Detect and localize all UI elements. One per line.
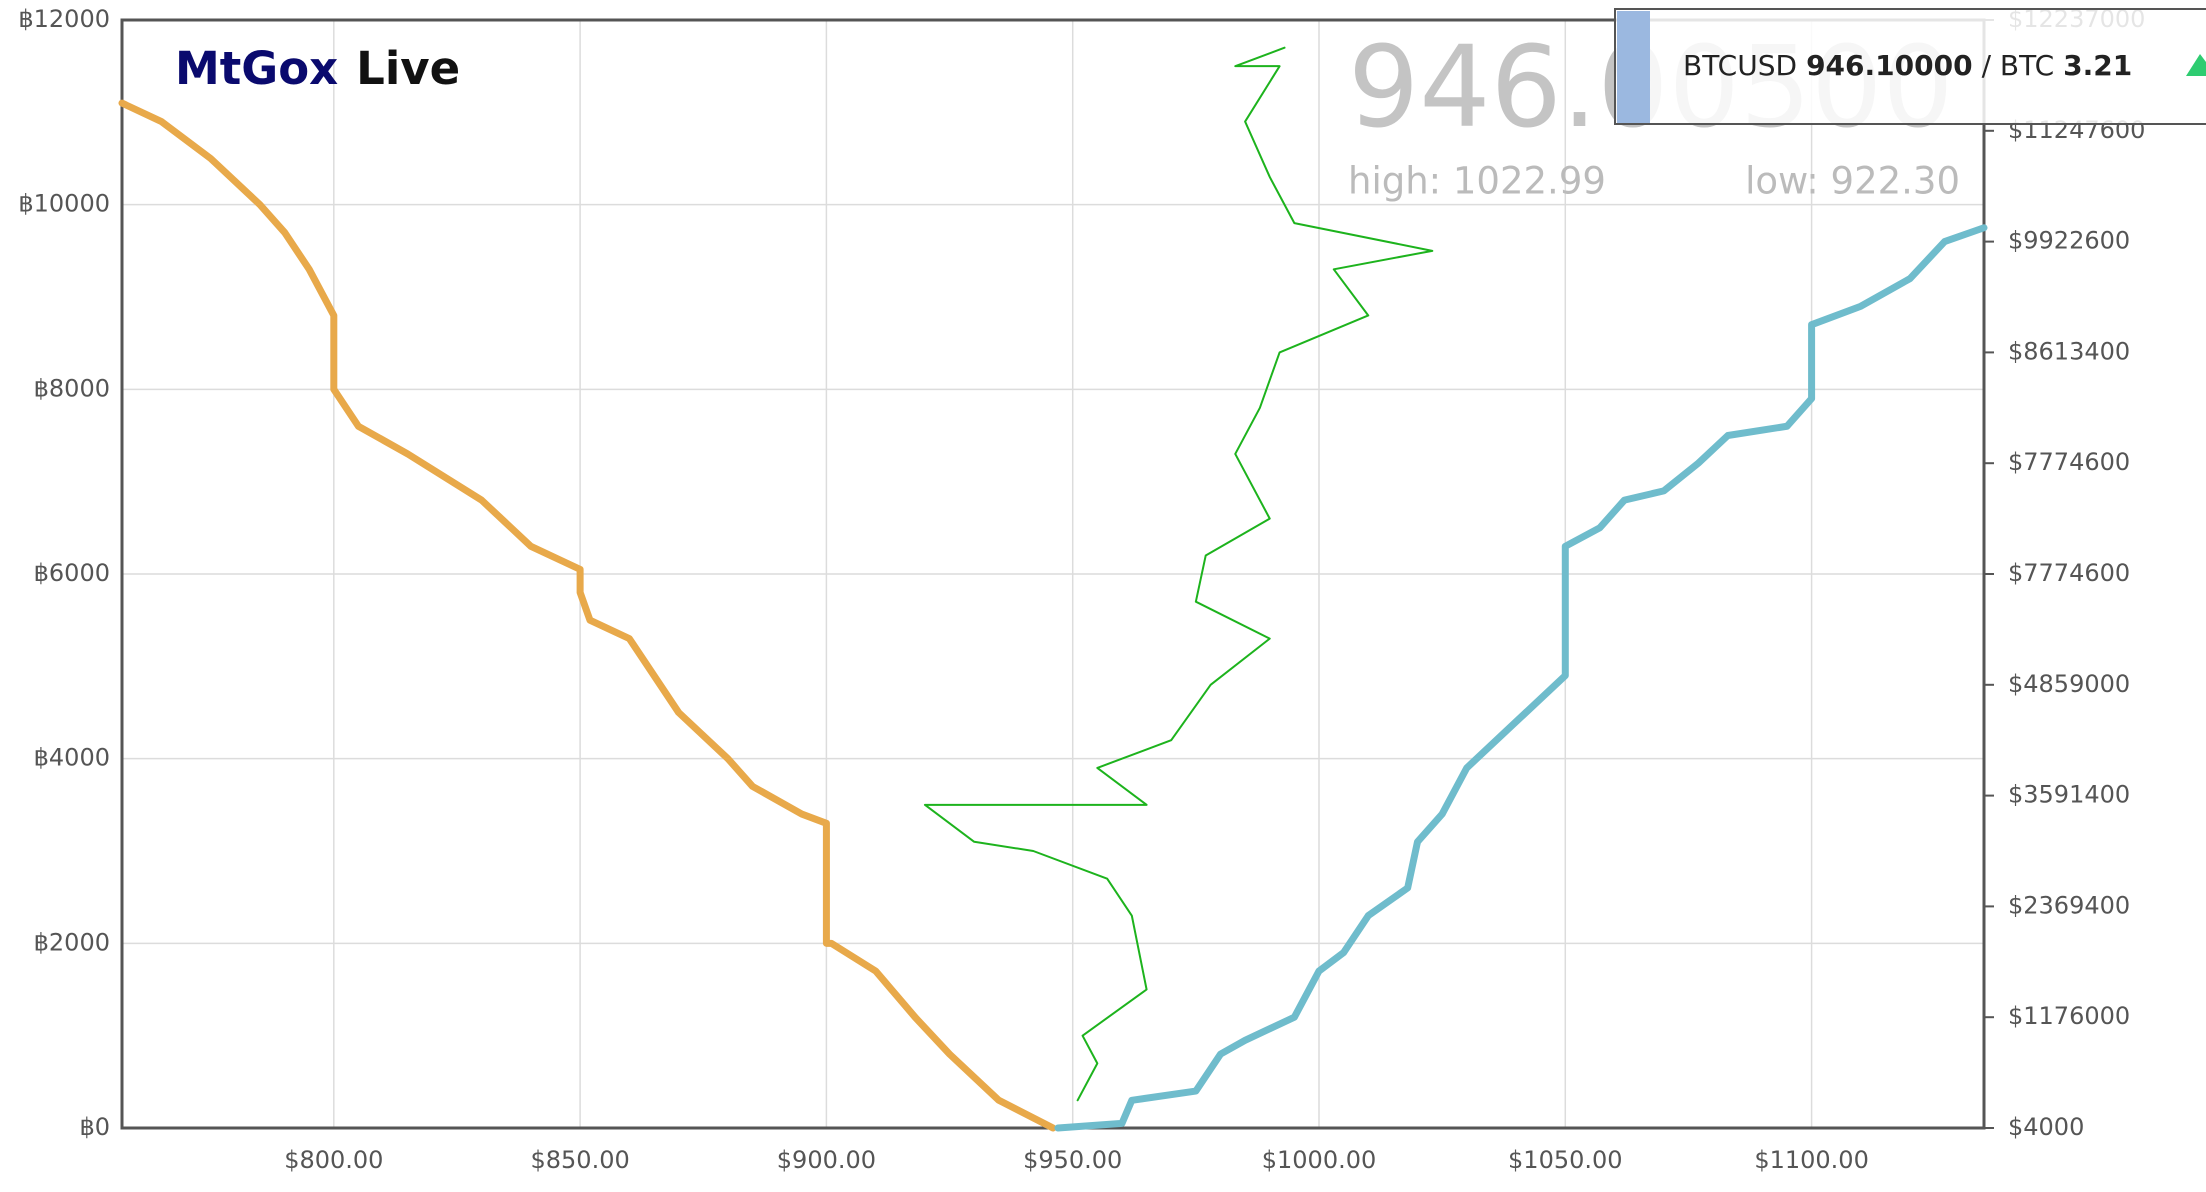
ticker-price: 946.10000 bbox=[1806, 49, 1973, 82]
title: MtGox Live bbox=[175, 42, 460, 95]
right-axis-label: $7774600 bbox=[2008, 448, 2130, 476]
right-axis-label: $4859000 bbox=[2008, 670, 2130, 698]
ticker-unit: / BTC bbox=[1982, 49, 2055, 82]
high: high: 1022.99 bbox=[1348, 160, 1606, 203]
ticker-up-arrow bbox=[2186, 54, 2206, 76]
ticker-pair: BTCUSD bbox=[1683, 49, 1797, 82]
right-axis-label: $2369400 bbox=[2008, 891, 2130, 919]
right-axis-label: $7774600 bbox=[2008, 559, 2130, 587]
ticker-bar bbox=[1617, 11, 1650, 123]
y-tick-label: ฿10000 bbox=[18, 190, 110, 218]
y-tick-label: ฿6000 bbox=[34, 559, 110, 587]
y-tick-label: ฿2000 bbox=[34, 928, 110, 956]
right-axis-label: $4000 bbox=[2008, 1113, 2084, 1141]
x-tick-label: $1100.00 bbox=[1754, 1146, 1869, 1174]
y-tick-label: ฿12000 bbox=[18, 5, 110, 33]
x-tick-label: $1050.00 bbox=[1508, 1146, 1623, 1174]
series-line bbox=[1054, 224, 1988, 1132]
low: low: 922.30 bbox=[1745, 160, 1960, 203]
right-axis-label: $9922600 bbox=[2008, 227, 2130, 255]
ticker-volume: 3.21 bbox=[2063, 49, 2132, 82]
x-tick-label: $1000.00 bbox=[1262, 1146, 1377, 1174]
title-brand: MtGox bbox=[175, 42, 338, 95]
title-live: Live bbox=[356, 42, 460, 95]
y-tick-label: ฿8000 bbox=[34, 374, 110, 402]
right-axis-label: $8613400 bbox=[2008, 337, 2130, 365]
x-tick-label: $800.00 bbox=[284, 1146, 383, 1174]
x-tick-label: $900.00 bbox=[777, 1146, 876, 1174]
y-tick-label: ฿4000 bbox=[34, 744, 110, 772]
x-tick-label: $850.00 bbox=[530, 1146, 629, 1174]
y-tick-label: ฿0 bbox=[79, 1113, 110, 1141]
right-axis-label: $1176000 bbox=[2008, 1002, 2130, 1030]
series-line bbox=[923, 46, 1434, 1102]
right-axis-label: $3591400 bbox=[2008, 781, 2130, 809]
ticker: BTCUSD 946.10000 / BTC 3.21 bbox=[1614, 8, 2206, 125]
x-tick-label: $950.00 bbox=[1023, 1146, 1122, 1174]
series-line bbox=[118, 99, 1057, 1132]
ticker-box bbox=[1614, 8, 2206, 125]
ticker-text: BTCUSD 946.10000 / BTC 3.21 bbox=[1683, 49, 2132, 82]
